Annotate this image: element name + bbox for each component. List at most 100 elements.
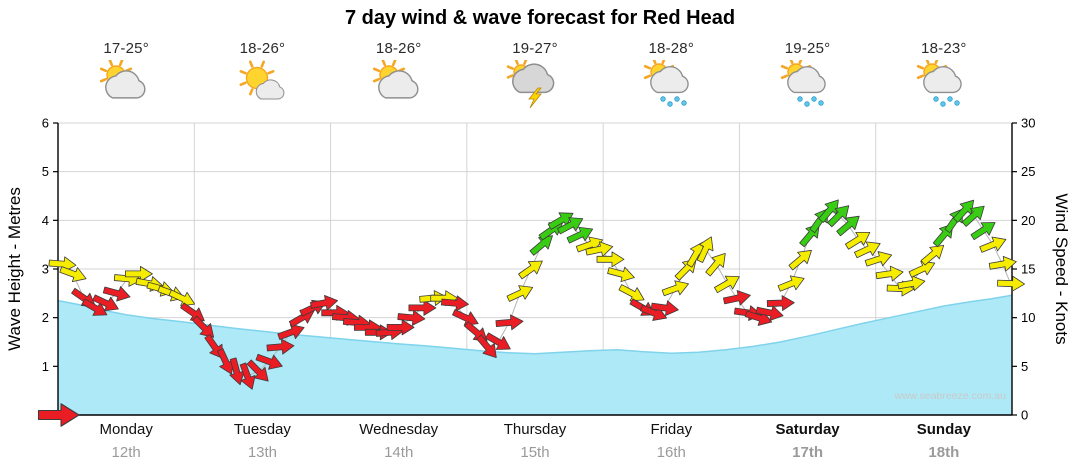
wind-tick-label: 15 xyxy=(1021,262,1035,277)
wind-arrow-icon xyxy=(48,256,77,273)
wind-arrow-icon xyxy=(844,231,871,250)
wind-arrow-icon xyxy=(102,286,131,302)
wind-arrow-icon xyxy=(788,249,812,271)
wind-arrow-icon xyxy=(229,357,245,386)
wind-arrow-icon xyxy=(216,348,234,375)
wind-arrow-icon xyxy=(827,205,850,228)
day-header-monday: 17-25° xyxy=(66,40,186,113)
wind-arrow-icon xyxy=(908,260,936,278)
wave-tick-label: 6 xyxy=(42,116,49,131)
wind-tick-label: 5 xyxy=(1021,359,1028,374)
day-header-friday: 18-28° xyxy=(611,40,731,113)
wind-arrow-icon xyxy=(397,310,426,326)
raindrop-icon xyxy=(660,96,666,102)
cloud-icon xyxy=(105,70,146,99)
showers-icon xyxy=(916,56,962,107)
wave-tick-label: 4 xyxy=(42,213,49,228)
wind-arrow-icon xyxy=(875,265,904,282)
cloud-icon xyxy=(650,66,689,94)
raindrop-icon xyxy=(954,100,960,106)
wind-tick-label: 0 xyxy=(1021,408,1028,423)
partly-cloudy-icon xyxy=(372,58,419,99)
raindrop-icon xyxy=(810,96,817,102)
raindrop-icon xyxy=(667,101,673,107)
raindrop-icon xyxy=(940,101,946,107)
cloud-icon xyxy=(377,70,419,99)
wind-arrow-icon xyxy=(979,236,1007,253)
wind-arrow-icon xyxy=(650,300,679,317)
wind-arrow-icon xyxy=(988,255,1017,272)
date-label: 18th xyxy=(928,444,960,461)
day-temp-range: 18-23° xyxy=(921,40,967,57)
wind-arrow-icon xyxy=(952,199,975,223)
chart-layers: 0123456051015202530 xyxy=(37,116,1035,427)
wind-arrow-icon xyxy=(714,275,740,294)
day-temp-range: 18-26° xyxy=(375,40,422,57)
raindrop-icon xyxy=(817,100,824,106)
wind-arrow-icon xyxy=(557,217,584,235)
wind-arrow-icon xyxy=(766,295,795,311)
showers-icon xyxy=(644,56,689,107)
date-label: 14th xyxy=(384,444,414,461)
date-label: 15th xyxy=(520,444,550,461)
day-temp-range: 19-25° xyxy=(784,40,831,57)
wave-tick-label: 2 xyxy=(42,310,49,325)
wind-arrow-icon xyxy=(836,215,860,237)
wind-tick-label: 25 xyxy=(1021,164,1035,179)
wind-arrow-icon xyxy=(705,252,726,277)
raindrop-icon xyxy=(933,96,939,102)
wind-arrow-icon xyxy=(961,205,985,227)
date-label: 13th xyxy=(247,444,278,461)
wind-arrow-icon xyxy=(476,334,497,359)
cloud-icon xyxy=(786,66,826,94)
day-temp-range: 17-25° xyxy=(103,40,149,57)
wind-arrows xyxy=(48,199,1025,390)
day-label: Sunday xyxy=(916,421,971,438)
cloud-icon xyxy=(512,63,555,94)
wind-arrow-icon xyxy=(566,226,594,244)
wind-arrow-icon xyxy=(897,275,926,292)
wind-arrow-icon xyxy=(854,241,881,259)
raindrop-icon xyxy=(674,96,680,102)
cloud-icon xyxy=(922,66,962,94)
wind-arrow-icon xyxy=(277,324,305,340)
wind-arrow-icon xyxy=(246,359,269,382)
wind-arrow-icon xyxy=(696,236,714,263)
wind-arrow-icon xyxy=(59,266,87,283)
day-label: Saturday xyxy=(775,421,840,438)
wind-arrow-icon xyxy=(485,332,511,350)
raindrop-icon xyxy=(803,101,810,107)
wind-arrow-icon xyxy=(661,280,689,297)
day-header-saturday: 19-25° xyxy=(748,40,868,113)
raindrop-icon xyxy=(796,96,803,102)
wind-arrow-icon xyxy=(585,241,614,257)
wind-arrow-icon xyxy=(920,245,945,266)
wind-arrow-icon xyxy=(124,265,153,282)
wind-tick-label: 30 xyxy=(1021,116,1035,131)
current-wind-arrow-icon xyxy=(37,403,80,427)
wind-arrow-icon xyxy=(408,299,437,316)
wind-arrow-icon xyxy=(310,294,338,311)
day-header-wednesday: 18-26° xyxy=(339,40,459,113)
raindrop-icon xyxy=(947,96,953,102)
wind-arrow-icon xyxy=(81,298,108,316)
wind-arrow-icon xyxy=(386,319,415,336)
mostly-sunny-icon xyxy=(239,60,285,100)
day-label: Tuesday xyxy=(233,421,291,438)
day-label: Wednesday xyxy=(359,421,439,438)
wind-arrow-icon xyxy=(777,275,805,292)
lightning-icon xyxy=(528,87,542,109)
wind-tick-label: 20 xyxy=(1021,213,1035,228)
date-label: 12th xyxy=(111,444,141,461)
wind-arrow-icon xyxy=(506,285,534,302)
day-label: Friday xyxy=(650,421,693,438)
wind-arrow-icon xyxy=(495,314,524,331)
day-header-thursday: 19-27° xyxy=(475,40,595,113)
wind-arrow-icon xyxy=(970,222,996,241)
wind-tick-label: 10 xyxy=(1021,310,1035,325)
wind-arrow-icon xyxy=(529,235,553,256)
day-temp-range: 19-27° xyxy=(512,40,558,57)
wind-arrow-icon xyxy=(722,290,751,306)
